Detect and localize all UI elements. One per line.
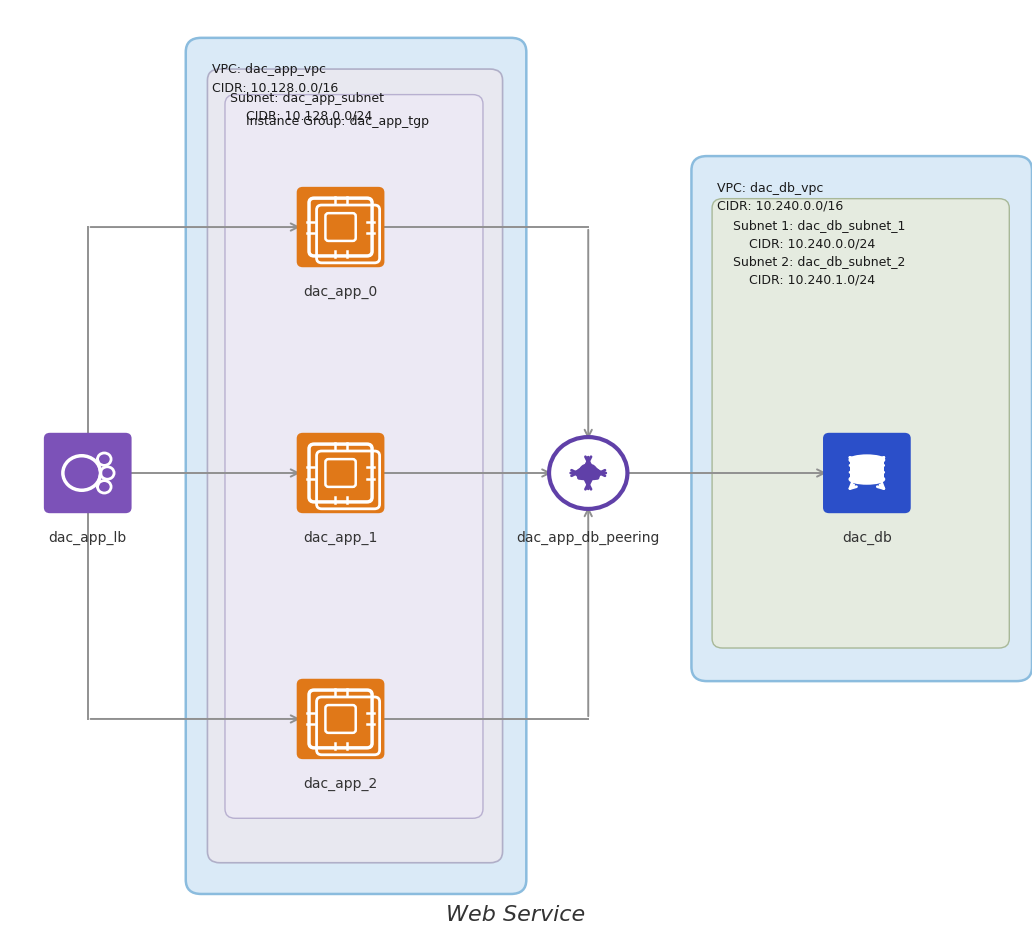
FancyBboxPatch shape [577,470,600,480]
Text: dac_app_0: dac_app_0 [303,286,378,299]
FancyBboxPatch shape [225,95,483,818]
FancyBboxPatch shape [44,433,132,513]
Ellipse shape [849,455,884,464]
Text: dac_app_db_peering: dac_app_db_peering [517,532,659,545]
FancyBboxPatch shape [691,156,1032,681]
Text: Instance Group: dac_app_tgp: Instance Group: dac_app_tgp [246,115,428,129]
Bar [849,460,884,480]
Text: VPC: dac_app_vpc
CIDR: 10.128.0.0/16: VPC: dac_app_vpc CIDR: 10.128.0.0/16 [212,63,337,95]
Text: VPC: dac_db_vpc
CIDR: 10.240.0.0/16: VPC: dac_db_vpc CIDR: 10.240.0.0/16 [717,182,843,213]
FancyBboxPatch shape [824,433,910,513]
Text: dac_app_1: dac_app_1 [303,532,378,545]
Text: dac_app_lb: dac_app_lb [49,532,127,545]
Text: Web Service: Web Service [447,905,585,925]
Text: dac_app_2: dac_app_2 [303,778,378,791]
Circle shape [579,464,598,482]
FancyBboxPatch shape [297,187,385,267]
Ellipse shape [849,475,884,483]
Text: Subnet: dac_app_subnet
    CIDR: 10.128.0.0/24: Subnet: dac_app_subnet CIDR: 10.128.0.0/… [230,92,384,123]
FancyBboxPatch shape [297,433,385,513]
Text: dac_db: dac_db [842,532,892,545]
Circle shape [576,467,590,481]
FancyBboxPatch shape [712,199,1009,648]
Text: Subnet 1: dac_db_subnet_1
    CIDR: 10.240.0.0/24
Subnet 2: dac_db_subnet_2
    : Subnet 1: dac_db_subnet_1 CIDR: 10.240.0… [733,219,905,287]
FancyBboxPatch shape [207,69,503,863]
FancyBboxPatch shape [297,679,385,759]
FancyBboxPatch shape [186,38,526,894]
Circle shape [586,467,601,481]
Circle shape [549,437,627,509]
